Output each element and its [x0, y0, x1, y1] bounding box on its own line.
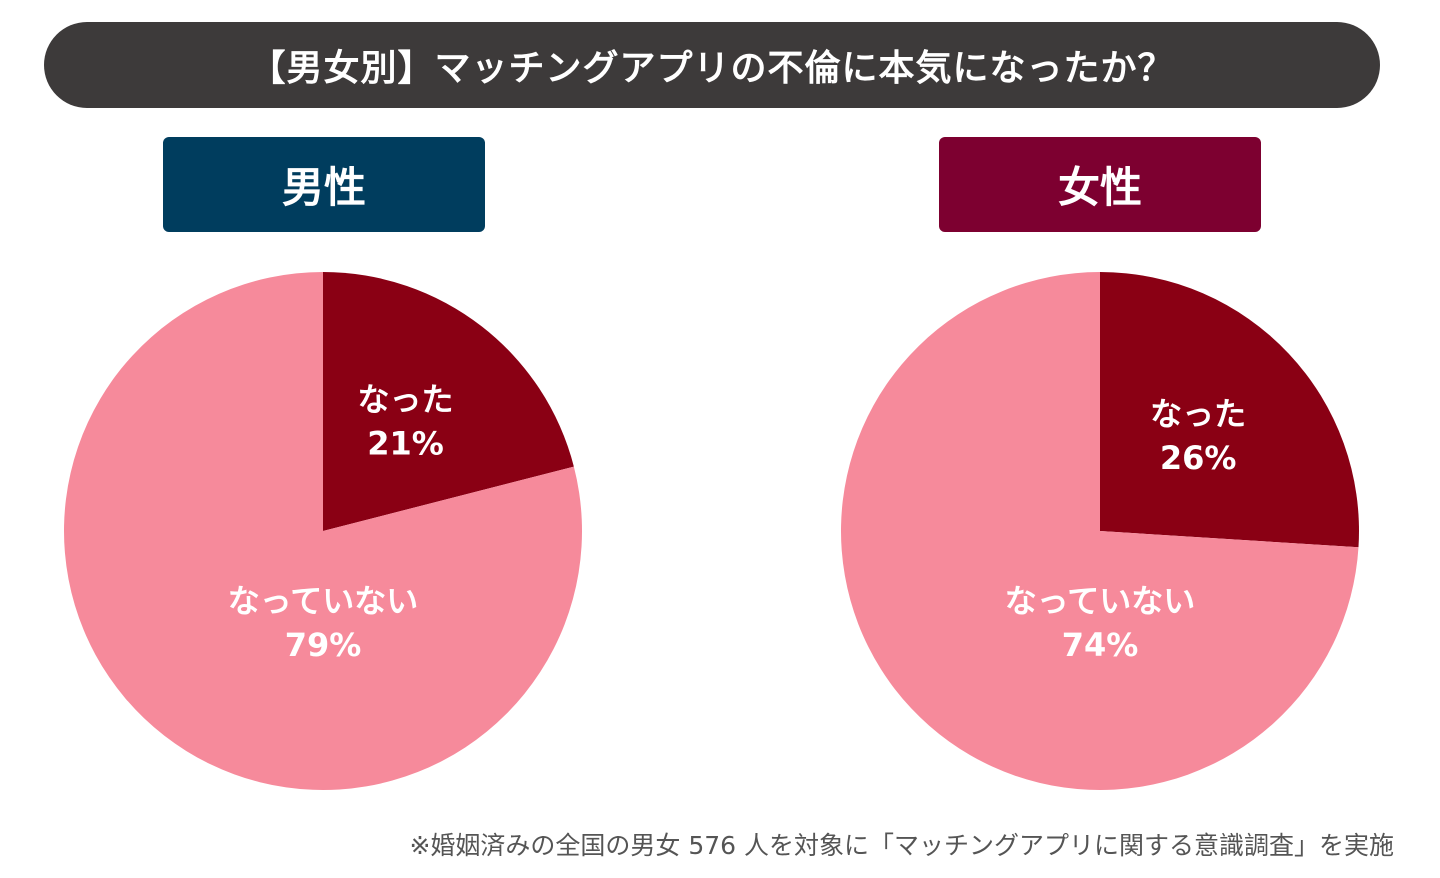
slice-percent-label: 74% — [1062, 626, 1139, 664]
chart-title: 【男女別】マッチングアプリの不倫に本気になったか？ — [44, 22, 1380, 108]
slice-percent-label: 79% — [285, 626, 362, 664]
pie-slice-became — [1100, 272, 1359, 548]
pie-slice-not-became — [840, 272, 1359, 791]
female-label: 女性 — [939, 137, 1261, 232]
pie-slice-became — [323, 272, 574, 531]
slice-percent-label: 26% — [1160, 439, 1237, 477]
slice-category-label: なった — [1150, 395, 1246, 433]
male-label: 男性 — [163, 137, 485, 232]
slice-category-label: なっていない — [228, 582, 418, 620]
slice-category-label: なった — [358, 381, 454, 419]
footnote: ※婚姻済みの全国の男女 576 人を対象に「マッチングアプリに関する意識調査」を… — [409, 831, 1394, 860]
slice-category-label: なっていない — [1005, 582, 1195, 620]
slice-percent-label: 21% — [367, 425, 444, 463]
pie-slice-not-became — [63, 272, 583, 790]
